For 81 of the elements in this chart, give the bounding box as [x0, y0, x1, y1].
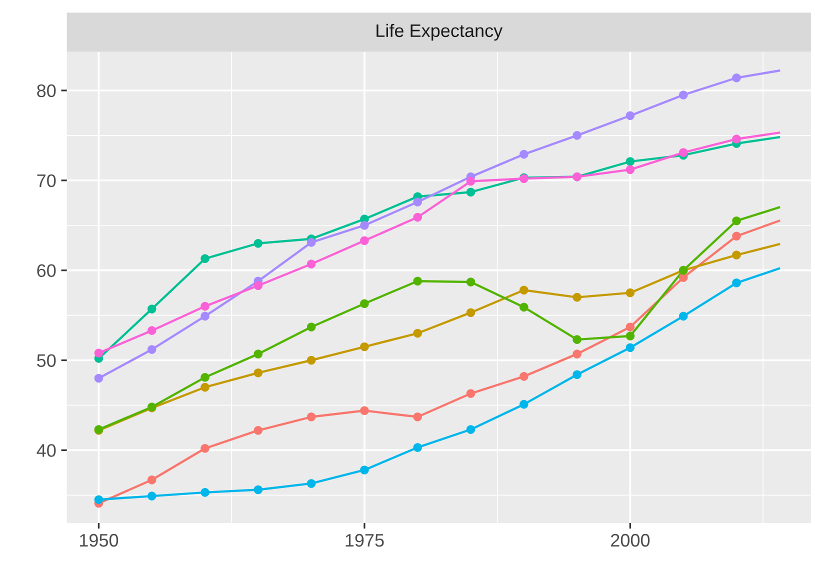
- point: [466, 278, 476, 286]
- point: [254, 238, 263, 248]
- point: [147, 492, 156, 500]
- point: [466, 308, 476, 317]
- point: [200, 444, 210, 453]
- x-tick-label: 1975: [346, 534, 384, 547]
- point: [306, 260, 316, 268]
- y-tick-label: 50: [37, 354, 56, 367]
- point: [678, 273, 688, 282]
- point: [254, 281, 263, 290]
- point: [626, 157, 635, 166]
- point: [306, 479, 316, 488]
- point: [572, 292, 582, 302]
- point: [626, 322, 635, 332]
- point: [360, 220, 369, 230]
- point: [147, 345, 156, 354]
- point: [732, 134, 741, 144]
- point: [466, 389, 476, 398]
- point: [254, 426, 263, 435]
- point: [254, 350, 263, 358]
- point: [306, 322, 316, 332]
- point: [94, 495, 104, 504]
- point: [626, 288, 635, 298]
- point: [572, 350, 582, 358]
- point: [572, 370, 582, 380]
- y-tick-label: 80: [37, 84, 56, 98]
- point: [626, 343, 635, 352]
- point: [413, 212, 422, 222]
- y-tick-label: 60: [37, 264, 56, 278]
- point: [572, 131, 582, 140]
- point: [413, 328, 422, 338]
- point: [147, 475, 156, 484]
- point: [200, 382, 210, 392]
- point: [466, 425, 476, 434]
- point: [254, 485, 263, 494]
- point: [626, 111, 635, 120]
- point: [520, 302, 528, 312]
- y-tick-label: 70: [37, 174, 56, 188]
- point: [732, 250, 741, 260]
- point: [678, 148, 688, 157]
- x-tick-label: 1950: [80, 534, 118, 547]
- point: [94, 374, 104, 383]
- point: [413, 443, 422, 452]
- point: [413, 276, 422, 286]
- point: [572, 335, 582, 344]
- point: [732, 73, 741, 82]
- point: [413, 412, 422, 422]
- point: [147, 304, 156, 314]
- point: [466, 188, 476, 196]
- point: [626, 165, 635, 174]
- point: [732, 232, 741, 241]
- point: [626, 332, 635, 340]
- point: [520, 400, 528, 409]
- point: [254, 368, 263, 378]
- point: [147, 326, 156, 335]
- point: [678, 312, 688, 321]
- y-tick-label: 40: [36, 444, 56, 457]
- point: [306, 412, 316, 422]
- chart-title: Life Expectancy: [376, 24, 503, 41]
- point: [678, 90, 688, 100]
- point: [306, 356, 316, 365]
- point: [360, 406, 369, 416]
- point: [520, 286, 528, 294]
- point: [732, 216, 741, 226]
- point: [360, 299, 369, 308]
- point: [200, 372, 210, 382]
- point: [732, 278, 741, 288]
- point: [466, 176, 476, 186]
- point: [520, 372, 528, 381]
- point: [94, 348, 104, 358]
- point: [360, 236, 369, 246]
- point: [360, 342, 369, 352]
- point: [306, 238, 316, 247]
- point: [520, 150, 528, 159]
- x-tick-label: 2000: [611, 534, 650, 547]
- point: [200, 488, 210, 497]
- point: [413, 198, 422, 206]
- point: [200, 254, 210, 264]
- point: [200, 312, 210, 321]
- point: [360, 466, 369, 474]
- point: [200, 302, 210, 311]
